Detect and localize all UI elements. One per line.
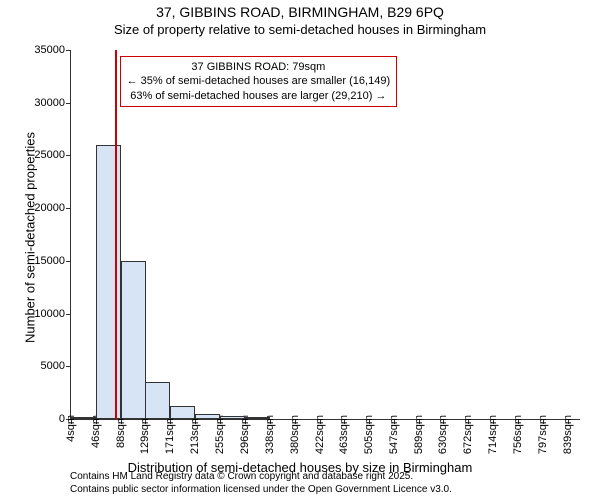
x-tick-label: 213sqm — [189, 415, 201, 454]
bar — [170, 406, 195, 419]
x-tick-label: 338sqm — [264, 415, 276, 454]
bar — [245, 417, 270, 419]
x-tick-label: 839sqm — [562, 415, 574, 454]
x-tick-label: 46sqm — [90, 415, 102, 448]
x-tick-label: 129sqm — [139, 415, 151, 454]
x-tick-label: 672sqm — [462, 415, 474, 454]
y-tick-mark — [66, 50, 71, 51]
y-tick-mark — [66, 208, 71, 209]
y-tick-mark — [66, 261, 71, 262]
annotation-line1: 37 GIBBINS ROAD: 79sqm — [127, 60, 391, 74]
x-tick-label: 756sqm — [512, 415, 524, 454]
title-address: 37, GIBBINS ROAD, BIRMINGHAM, B29 6PQ — [0, 4, 600, 20]
x-tick-label: 630sqm — [437, 415, 449, 454]
bar — [220, 416, 245, 419]
y-tick-mark — [66, 103, 71, 104]
x-tick-label: 797sqm — [537, 415, 549, 454]
y-tick-mark — [66, 314, 71, 315]
footer: Contains HM Land Registry data © Crown c… — [70, 470, 452, 496]
plot-area: 050001000015000200002500030000350004sqm4… — [70, 50, 580, 420]
y-tick-label: 30000 — [25, 97, 65, 109]
x-tick-label: 255sqm — [214, 415, 226, 454]
bar — [71, 417, 96, 419]
bar — [145, 382, 170, 419]
annotation-line2: ← 35% of semi-detached houses are smalle… — [127, 74, 391, 88]
x-tick-label: 171sqm — [164, 415, 176, 454]
x-tick-label: 589sqm — [413, 415, 425, 454]
x-tick-label: 505sqm — [363, 415, 375, 454]
title-block: 37, GIBBINS ROAD, BIRMINGHAM, B29 6PQ Si… — [0, 4, 600, 37]
annotation-box: 37 GIBBINS ROAD: 79sqm← 35% of semi-deta… — [120, 56, 398, 107]
x-tick-label: 380sqm — [289, 415, 301, 454]
chart-root: 37, GIBBINS ROAD, BIRMINGHAM, B29 6PQ Si… — [0, 0, 600, 500]
y-tick-label: 0 — [25, 413, 65, 425]
title-subtitle: Size of property relative to semi-detach… — [0, 22, 600, 37]
y-tick-mark — [66, 155, 71, 156]
y-tick-label: 10000 — [25, 308, 65, 320]
x-tick-label: 463sqm — [338, 415, 350, 454]
y-axis-label: Number of semi-detached properties — [23, 88, 38, 388]
x-tick-label: 547sqm — [388, 415, 400, 454]
bar — [96, 145, 121, 419]
y-tick-mark — [66, 366, 71, 367]
y-tick-label: 35000 — [25, 44, 65, 56]
annotation-line3: 63% of semi-detached houses are larger (… — [127, 89, 391, 103]
x-tick-label: 714sqm — [487, 415, 499, 454]
x-tick-label: 88sqm — [115, 415, 127, 448]
footer-line1: Contains HM Land Registry data © Crown c… — [70, 470, 452, 483]
y-tick-label: 15000 — [25, 255, 65, 267]
x-tick-label: 4sqm — [65, 415, 77, 442]
bar — [195, 414, 220, 419]
y-tick-label: 5000 — [25, 360, 65, 372]
footer-line2: Contains public sector information licen… — [70, 483, 452, 496]
y-tick-label: 20000 — [25, 202, 65, 214]
bar — [121, 261, 146, 419]
x-tick-label: 422sqm — [314, 415, 326, 454]
x-tick-label: 296sqm — [239, 415, 251, 454]
property-marker-line — [115, 50, 117, 419]
y-tick-label: 25000 — [25, 149, 65, 161]
